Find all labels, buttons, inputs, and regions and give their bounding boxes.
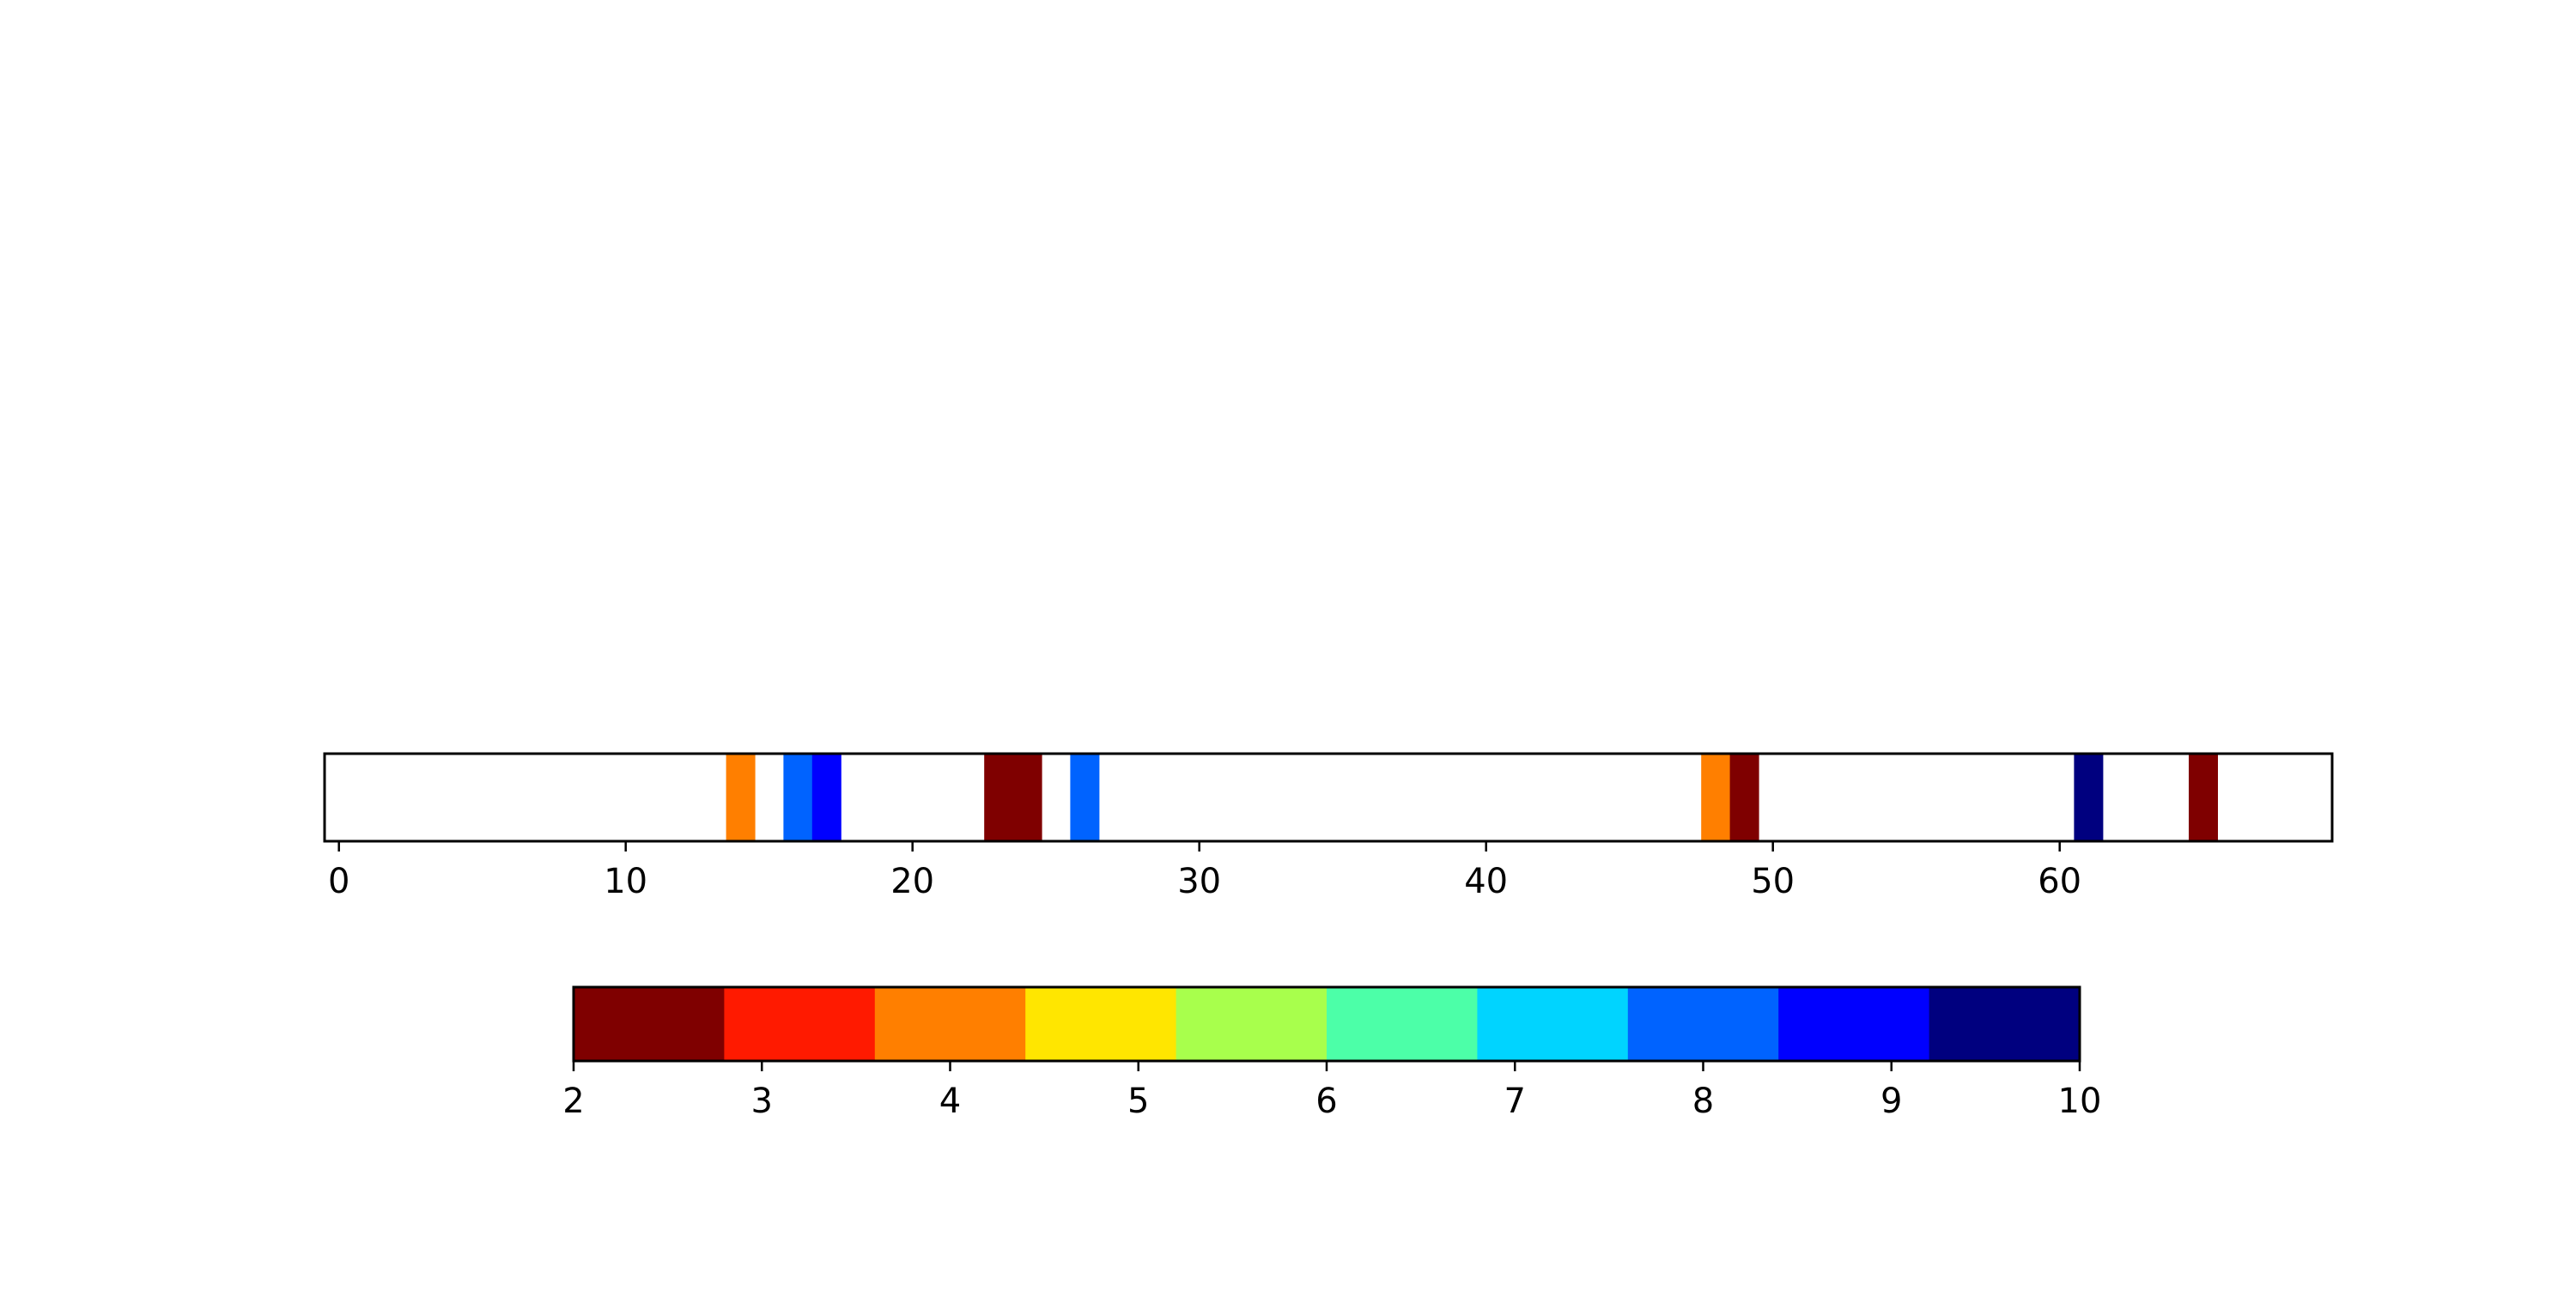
heatmap-strip: 0 10 20 30 40 50 60 [323, 752, 2334, 901]
heatmap-cell [2074, 754, 2104, 841]
colorbar-segment [1627, 987, 1779, 1061]
colorbar-tick-label: 8 [1692, 1082, 1714, 1121]
heatmap-cell [1070, 754, 1100, 841]
colorbar-segment [1778, 987, 1930, 1061]
heatmap-cell [1701, 754, 1731, 841]
colorbar-tick-label: 5 [1127, 1082, 1149, 1121]
x-tick-label: 50 [1751, 862, 1795, 901]
colorbar: 2 3 4 5 6 7 8 9 10 [562, 985, 2102, 1121]
heatmap-cell [783, 754, 813, 841]
heatmap-cell [1729, 754, 1759, 841]
colorbar-segment [1176, 987, 1327, 1061]
x-tick-label: 60 [2038, 862, 2081, 901]
heatmap-cell [2189, 754, 2218, 841]
colorbar-segment [724, 987, 876, 1061]
colorbar-tick-label: 6 [1315, 1082, 1337, 1121]
colorbar-tick-label: 7 [1504, 1082, 1526, 1121]
heatmap-frame [323, 752, 2334, 843]
heatmap-cell [1012, 754, 1042, 841]
colorbar-tick-label: 10 [2058, 1082, 2102, 1121]
colorbar-segment [1025, 987, 1177, 1061]
colorbar-segment [574, 987, 725, 1061]
colorbar-tick-label: 4 [939, 1082, 961, 1121]
heatmap-cell [726, 754, 756, 841]
colorbar-tick-label: 9 [1880, 1082, 1902, 1121]
x-tick-label: 40 [1464, 862, 1508, 901]
colorbar-segment [1929, 987, 2081, 1061]
heatmap-cell [811, 754, 841, 841]
colorbar-segment [1477, 987, 1629, 1061]
x-tick-label: 0 [328, 862, 349, 901]
x-tick-label: 20 [890, 862, 934, 901]
x-tick-label: 30 [1177, 862, 1221, 901]
heatmap-cell [984, 754, 1014, 841]
x-tick-label: 10 [604, 862, 647, 901]
heatmap-background [325, 754, 2332, 841]
colorbar-tick-label: 2 [562, 1082, 584, 1121]
colorbar-segment [1327, 987, 1478, 1061]
colorbar-tick-label: 3 [751, 1082, 773, 1121]
colorbar-segment [874, 987, 1026, 1061]
